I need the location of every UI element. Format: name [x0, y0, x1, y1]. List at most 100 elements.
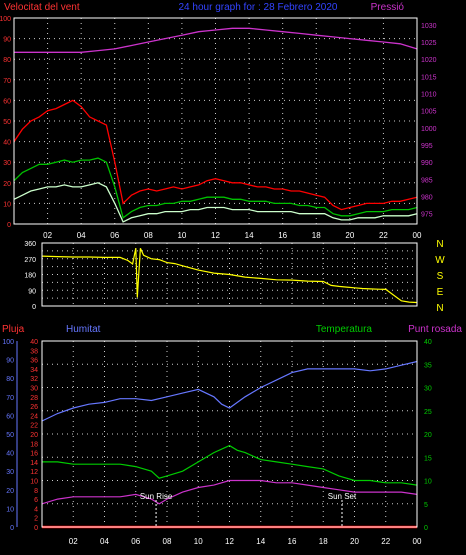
rain-tick-label: 30 — [30, 386, 38, 393]
compass-label: N — [436, 303, 443, 314]
dewpoint-axis-title: Punt rosada — [408, 324, 462, 335]
humidity-tick-label: 100 — [2, 339, 14, 346]
x-tick-label: 06 — [110, 231, 119, 240]
temperature-tick-label: 0 — [424, 525, 428, 532]
rain-tick-label: 34 — [30, 367, 38, 374]
humidity-tick-label: 40 — [6, 451, 14, 458]
gust-series-line — [13, 99, 418, 211]
right-axis-tick-label: 990 — [421, 160, 433, 167]
rain-tick-label: 28 — [30, 395, 38, 402]
left-axis-tick-label: 70 — [3, 78, 11, 85]
right-axis-tick-label: 1010 — [421, 92, 437, 99]
temperature-tick-label: 35 — [424, 362, 432, 369]
right-axis-tick-label: 995 — [421, 143, 433, 150]
humidity-tick-label: 70 — [6, 395, 14, 402]
x-tick-label: 04 — [77, 231, 86, 240]
x-tick-label: 00 — [413, 231, 422, 240]
graph-date-title: 24 hour graph for : 28 Febrero 2020 — [179, 2, 338, 13]
rain-tick-label: 8 — [34, 488, 38, 495]
temperature-tick-label: 30 — [424, 386, 432, 393]
temperature-tick-label: 40 — [424, 339, 432, 346]
wind-series-line — [13, 157, 418, 219]
rain-tick-label: 10 — [30, 479, 38, 486]
temperature-tick-label: 5 — [424, 502, 428, 509]
sun-event-label: Sun Set — [328, 492, 357, 501]
humidity-tick-label: 90 — [6, 358, 14, 365]
humidity-tick-label: 60 — [6, 413, 14, 420]
plot-frame — [41, 242, 418, 307]
rain-tick-label: 2 — [34, 516, 38, 523]
rain-tick-label: 12 — [30, 469, 38, 476]
humidity-tick-label: 50 — [6, 432, 14, 439]
rain-tick-label: 32 — [30, 376, 38, 383]
direction-tick-label: 270 — [24, 257, 36, 264]
rain-axis-title: Pluja — [2, 324, 25, 335]
rain-tick-label: 4 — [34, 506, 38, 513]
x-tick-label: 02 — [69, 537, 78, 546]
x-tick-label: 08 — [163, 537, 172, 546]
wind_min-series-line — [13, 182, 418, 223]
humidity-tick-label: 20 — [6, 488, 14, 495]
temperature-tick-label: 10 — [424, 479, 432, 486]
compass-label: S — [437, 271, 444, 282]
x-tick-label: 20 — [350, 537, 359, 546]
humidity-tick-label: 30 — [6, 469, 14, 476]
rain-tick-label: 16 — [30, 451, 38, 458]
wind-direction-series-line — [41, 248, 418, 304]
left-axis-tick-label: 50 — [3, 119, 11, 126]
rain-tick-label: 38 — [30, 348, 38, 355]
humidity-tick-label: 80 — [6, 376, 14, 383]
direction-tick-label: 360 — [24, 241, 36, 248]
rain-tick-label: 20 — [30, 432, 38, 439]
right-axis-tick-label: 1000 — [421, 126, 437, 133]
left-axis-tick-label: 0 — [7, 222, 11, 229]
x-tick-label: 18 — [312, 231, 321, 240]
x-tick-label: 10 — [177, 231, 186, 240]
humidity-temperature-panel: Pluja Humitat Temperatura Punt rosada010203… — [2, 324, 462, 546]
temperature-tick-label: 25 — [424, 409, 432, 416]
x-tick-label: 04 — [100, 537, 109, 546]
rain-tick-label: 0 — [34, 525, 38, 532]
left-axis-tick-label: 90 — [3, 37, 11, 44]
left-axis-tick-label: 100 — [0, 16, 11, 23]
temperature-tick-label: 15 — [424, 455, 432, 462]
humidity-series-line — [41, 360, 418, 422]
pressure-title: Pressió — [371, 2, 405, 13]
humidity-axis-title: Humitat — [66, 324, 101, 335]
right-axis-tick-label: 980 — [421, 195, 433, 202]
x-tick-label: 02 — [43, 231, 52, 240]
right-axis-tick-label: 1025 — [421, 40, 437, 47]
left-axis-tick-label: 60 — [3, 98, 11, 105]
left-axis-tick-label: 80 — [3, 57, 11, 64]
compass-label: E — [437, 287, 444, 298]
dewpoint-series-line — [41, 479, 418, 505]
wind-speed-title: Velocitat del vent — [4, 2, 80, 13]
rain-tick-label: 26 — [30, 404, 38, 411]
x-tick-label: 00 — [413, 537, 422, 546]
plot-frame — [41, 340, 418, 528]
pressure-series-line — [14, 27, 418, 53]
rain-tick-label: 24 — [30, 413, 38, 420]
x-tick-label: 20 — [345, 231, 354, 240]
x-tick-label: 16 — [288, 537, 297, 546]
right-axis-tick-label: 1005 — [421, 109, 437, 116]
humidity-tick-label: 10 — [6, 506, 14, 513]
rain-tick-label: 18 — [30, 441, 38, 448]
x-tick-label: 10 — [194, 537, 203, 546]
direction-tick-label: 90 — [28, 288, 36, 295]
right-axis-tick-label: 1030 — [421, 23, 437, 30]
x-tick-label: 22 — [381, 537, 390, 546]
temperature-series-line — [42, 444, 418, 486]
direction-tick-label: 0 — [32, 304, 36, 311]
x-tick-label: 14 — [256, 537, 265, 546]
x-tick-label: 12 — [225, 537, 234, 546]
sun-event-label: Sun Rise — [140, 492, 173, 501]
rain-tick-label: 36 — [30, 358, 38, 365]
right-axis-tick-label: 985 — [421, 177, 433, 184]
x-tick-label: 22 — [379, 231, 388, 240]
left-axis-tick-label: 30 — [3, 160, 11, 167]
rain-tick-label: 6 — [34, 497, 38, 504]
temperature-tick-label: 20 — [424, 432, 432, 439]
